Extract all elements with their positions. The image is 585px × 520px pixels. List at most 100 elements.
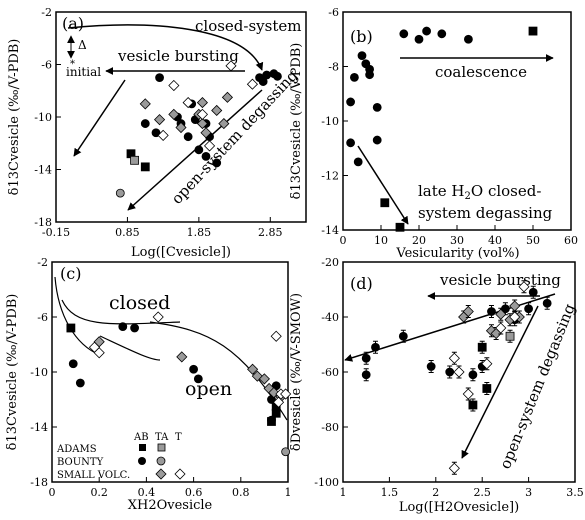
panel-d-ticks: 1 1.5 2 2.5 3 3.5 -20 -40 -60 -80 -100 xyxy=(314,256,583,499)
panel-1-point-circle-black-13 xyxy=(437,29,447,39)
panel-0-ytick-label-2: -10 xyxy=(34,111,52,124)
panel-1-point-circle-black-3 xyxy=(353,157,363,167)
panel-2-point-circle-black-4 xyxy=(189,364,199,374)
panel-b-annot-coalescence: coalescence xyxy=(435,63,527,81)
panel-d-points xyxy=(361,280,552,475)
panel-2-point-circle-black-8 xyxy=(267,415,276,425)
panel-c-ticks: 0 0.2 0.4 0.6 0.8 1 -2 -6 -10 -14 -18 xyxy=(30,256,291,499)
panel-3-point-square-black-1 xyxy=(477,342,487,352)
panel-1-ytick-label-0: -6 xyxy=(328,6,339,19)
panel-0-point-circle-black-7 xyxy=(183,132,193,142)
legend-bounty-ta xyxy=(156,456,166,466)
panel-a-annot-initial: initial xyxy=(66,65,101,79)
panel-0-ytick-label-0: -2 xyxy=(41,6,52,19)
legend-adams-ta xyxy=(157,443,166,452)
panel-3-point-circle-black-4 xyxy=(426,362,436,371)
panel-c-annot-open: open xyxy=(185,378,232,400)
panel-1-point-square-black-2 xyxy=(528,26,538,36)
legend-row-bounty: BOUNTY xyxy=(57,457,104,468)
panel-3-point-diamond-gray-6 xyxy=(509,300,521,312)
panel-d-arrow-bursting-diag xyxy=(344,293,556,362)
panel-0-xtick-label-1: 0.85 xyxy=(115,226,140,239)
panel-2-point-circle-black-1 xyxy=(75,378,85,388)
panel-b-arrow-late-h2o xyxy=(357,145,409,225)
panel-1-point-circle-black-2 xyxy=(349,73,359,82)
panel-3-point-square-gray-0 xyxy=(505,331,515,341)
panel-0-point-diamond-gray-2 xyxy=(139,98,151,110)
panel-d-arrow-open-system xyxy=(461,305,539,459)
panel-1-point-circle-black-10 xyxy=(399,29,409,39)
panel-c-open-curve-3 xyxy=(149,321,288,421)
panel-3-point-circle-black-11 xyxy=(524,304,533,314)
panel-2-xtick-label-5: 1 xyxy=(285,486,292,499)
panel-d-xlabel: Log([H2Ovesicle]) xyxy=(399,500,519,515)
panel-3-point-diamond-open-0 xyxy=(448,352,460,364)
panel-1-point-circle-black-4 xyxy=(357,51,367,60)
panel-0-point-diamond-gray-9 xyxy=(200,127,212,139)
legend-row-adams: ADAMS xyxy=(56,444,97,455)
panel-3-xtick-label-3: 2.5 xyxy=(473,486,491,499)
panel-2-point-circle-gray-0 xyxy=(281,447,291,457)
panel-0-point-circle-black-16 xyxy=(273,71,282,81)
panel-0-point-diamond-gray-6 xyxy=(196,117,208,130)
panel-0-ytick-label-4: -18 xyxy=(34,216,52,229)
panel-2-ytick-label-2: -10 xyxy=(30,366,48,379)
panel-3-point-circle-black-12 xyxy=(528,287,538,297)
panel-c: (c) 0 0.2 0.4 0.6 0.8 1 -2 -6 -10 -14 -18 XH2Ovesi… xyxy=(5,256,292,513)
panel-3-ytick-label-1: -40 xyxy=(321,311,339,324)
panel-3-point-square-black-2 xyxy=(482,384,492,393)
panel-2-point-diamond-open-5 xyxy=(280,388,292,400)
panel-0-point-circle-black-12 xyxy=(212,158,222,168)
panel-3-ytick-label-4: -100 xyxy=(314,476,339,489)
panel-3-point-diamond-open-7 xyxy=(448,462,460,474)
panel-3-point-square-black-0 xyxy=(468,400,478,410)
panel-d-label: (d) xyxy=(350,274,373,293)
panel-0-xtick-label-2: 1.85 xyxy=(187,226,212,239)
panel-3-xtick-label-0: 1 xyxy=(340,486,347,499)
panel-b-annot-late-h2o: late H2O closed- xyxy=(418,182,541,202)
panel-2-point-diamond-open-2 xyxy=(152,311,164,323)
panel-a-xlabel: Log([Cvesicle]) xyxy=(131,245,231,260)
panel-c-points xyxy=(66,311,292,457)
panel-0-point-circle-black-10 xyxy=(194,145,204,155)
legend-row-small-volc: SMALL VOLC. xyxy=(57,470,130,481)
panel-0-point-diamond-gray-8 xyxy=(211,104,223,117)
panel-d-annot-vesicle-bursting: vesicle bursting xyxy=(439,271,561,289)
legend-bounty-ab xyxy=(138,457,146,465)
panel-1-xtick-label-6: 60 xyxy=(564,234,578,247)
legend-col-ab: AB xyxy=(133,432,149,443)
panel-0-point-circle-black-1 xyxy=(140,119,150,128)
panel-c-xlabel: XH2Ovesicle xyxy=(128,498,213,513)
panel-0-ytick-label-1: -6 xyxy=(41,59,52,72)
panel-3-point-circle-black-1 xyxy=(361,370,371,380)
panel-0-point-diamond-gray-3 xyxy=(154,114,166,126)
legend-small-volc-ta xyxy=(155,468,167,480)
panel-3-point-diamond-gray-4 xyxy=(495,308,507,320)
panel-1-xtick-label-3: 30 xyxy=(450,234,464,247)
panel-a-annot-closed-system: closed-system xyxy=(195,17,301,35)
panel-a-arrow-closed-system xyxy=(67,24,264,71)
panel-b-xlabel: Vesicularity (vol%) xyxy=(395,246,519,261)
panel-0-point-diamond-open-0 xyxy=(168,79,180,92)
panel-3-ytick-label-2: -60 xyxy=(321,366,339,379)
panel-3-point-diamond-open-6 xyxy=(509,311,521,323)
panel-b-points xyxy=(346,26,538,232)
panel-2-point-diamond-open-1 xyxy=(93,347,105,359)
panel-3-point-diamond-open-2 xyxy=(462,388,474,400)
panel-1-ytick-label-2: -10 xyxy=(321,115,339,128)
panel-0-point-diamond-open-2 xyxy=(157,129,169,141)
panel-2-point-circle-black-2 xyxy=(118,322,128,332)
panel-3-point-circle-black-3 xyxy=(398,331,408,341)
panel-3-point-circle-black-5 xyxy=(445,367,455,377)
panel-3-xtick-label-4: 3 xyxy=(525,486,532,499)
panel-2-xtick-label-2: 0.4 xyxy=(138,486,156,499)
panel-2-point-diamond-gray-1 xyxy=(176,351,188,363)
panel-c-legend: AB TA T ADAMS BOUNTY SMALL VOLC. xyxy=(56,432,186,481)
panel-2-point-square-black-0 xyxy=(66,323,76,333)
panel-b-ylabel: δ13Cvesicle (‰/V-PDB) xyxy=(289,43,304,200)
panel-c-label: (c) xyxy=(60,264,81,283)
panel-1-point-circle-black-7 xyxy=(365,64,375,74)
panel-d-annot-open-system: open-system degassing xyxy=(496,301,579,472)
panel-2-ytick-label-1: -6 xyxy=(37,311,48,324)
